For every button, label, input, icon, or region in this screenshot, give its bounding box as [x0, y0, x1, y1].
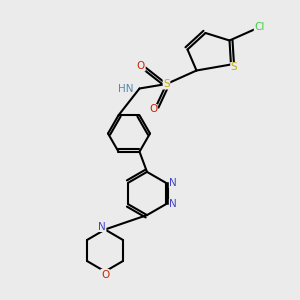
Text: S: S	[163, 79, 170, 89]
Text: N: N	[169, 199, 177, 209]
Text: O: O	[101, 269, 109, 280]
Text: Cl: Cl	[254, 22, 265, 32]
Text: N: N	[169, 178, 177, 188]
Text: N: N	[98, 221, 106, 232]
Text: O: O	[137, 61, 145, 71]
Text: S: S	[231, 62, 237, 73]
Text: HN: HN	[118, 83, 134, 94]
Text: O: O	[149, 104, 157, 115]
